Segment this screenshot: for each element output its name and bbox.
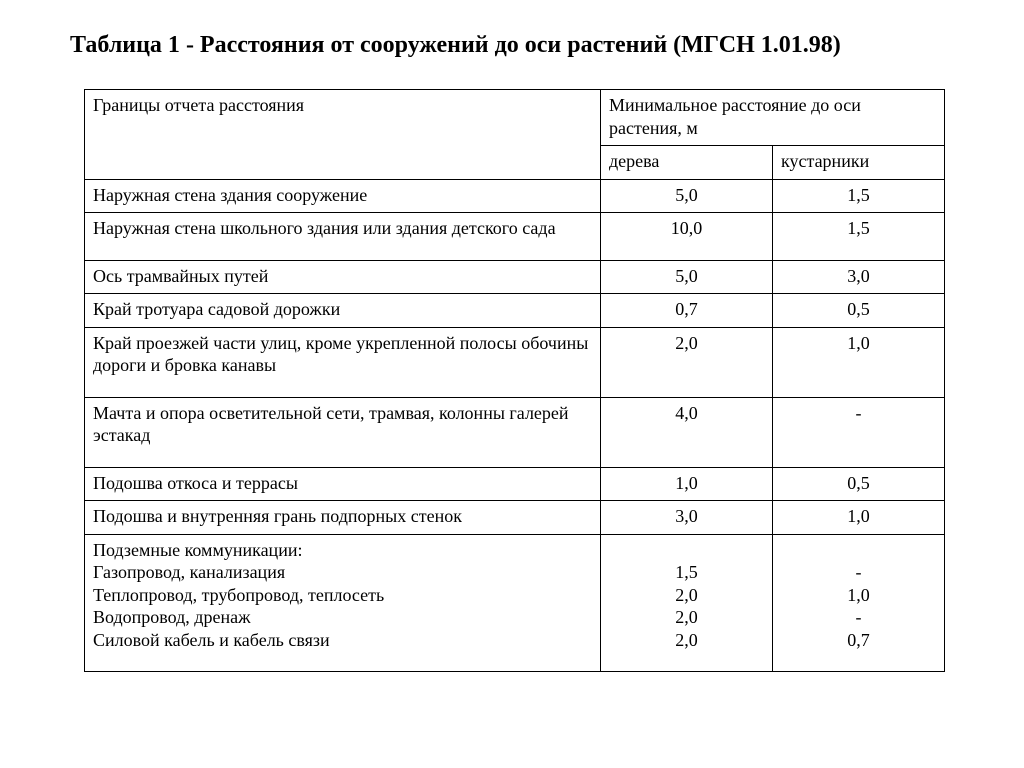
row-shrub-value: 1,5 bbox=[773, 213, 945, 261]
row-tree-value: 1,5 2,0 2,0 2,0 bbox=[601, 534, 773, 672]
row-tree-value: 0,7 bbox=[601, 294, 773, 328]
row-tree-value: 1,0 bbox=[601, 467, 773, 501]
row-tree-value: 3,0 bbox=[601, 501, 773, 535]
header-row-1: Границы отчета расстояния Минимальное ра… bbox=[85, 90, 945, 146]
table-row: Подземные коммуникации: Газопровод, кана… bbox=[85, 534, 945, 672]
row-shrub-value: 1,5 bbox=[773, 179, 945, 213]
row-tree-value: 2,0 bbox=[601, 327, 773, 397]
table-row: Мачта и опора осветительной сети, трамва… bbox=[85, 397, 945, 467]
row-shrub-value: - 1,0 - 0,7 bbox=[773, 534, 945, 672]
page-title: Таблица 1 - Расстояния от сооружений до … bbox=[70, 32, 964, 59]
row-tree-value: 5,0 bbox=[601, 179, 773, 213]
title-rest: - Расстояния от сооружений до оси растен… bbox=[180, 32, 841, 58]
row-label: Мачта и опора осветительной сети, трамва… bbox=[85, 397, 601, 467]
table-row: Ось трамвайных путей5,03,0 bbox=[85, 260, 945, 294]
header-col1: Границы отчета расстояния bbox=[85, 90, 601, 180]
row-label: Край тротуара садовой дорожки bbox=[85, 294, 601, 328]
row-tree-value: 10,0 bbox=[601, 213, 773, 261]
row-shrub-value: 1,0 bbox=[773, 501, 945, 535]
row-shrub-value: 3,0 bbox=[773, 260, 945, 294]
row-tree-value: 4,0 bbox=[601, 397, 773, 467]
table-row: Наружная стена школьного здания или здан… bbox=[85, 213, 945, 261]
distance-table: Границы отчета расстояния Минимальное ра… bbox=[84, 89, 945, 672]
table-row: Наружная стена здания сооружение5,01,5 bbox=[85, 179, 945, 213]
row-label: Наружная стена здания сооружение bbox=[85, 179, 601, 213]
header-col-group: Минимальное расстояние до оси растения, … bbox=[601, 90, 945, 146]
row-shrub-value: - bbox=[773, 397, 945, 467]
row-shrub-value: 0,5 bbox=[773, 467, 945, 501]
row-label: Подошва и внутренняя грань подпорных сте… bbox=[85, 501, 601, 535]
table-row: Подошва и внутренняя грань подпорных сте… bbox=[85, 501, 945, 535]
row-label: Ось трамвайных путей bbox=[85, 260, 601, 294]
row-shrub-value: 0,5 bbox=[773, 294, 945, 328]
row-shrub-value: 1,0 bbox=[773, 327, 945, 397]
row-label: Наружная стена школьного здания или здан… bbox=[85, 213, 601, 261]
table-row: Подошва откоса и террасы1,00,5 bbox=[85, 467, 945, 501]
table-body: Наружная стена здания сооружение5,01,5На… bbox=[85, 179, 945, 672]
header-sub-tree: дерева bbox=[601, 146, 773, 180]
row-label: Подземные коммуникации: Газопровод, кана… bbox=[85, 534, 601, 672]
row-tree-value: 5,0 bbox=[601, 260, 773, 294]
title-bold: Таблица 1 bbox=[70, 32, 180, 58]
table-row: Край тротуара садовой дорожки0,70,5 bbox=[85, 294, 945, 328]
table-row: Край проезжей части улиц, кроме укреплен… bbox=[85, 327, 945, 397]
row-label: Край проезжей части улиц, кроме укреплен… bbox=[85, 327, 601, 397]
header-sub-shrub: кустарники bbox=[773, 146, 945, 180]
row-label: Подошва откоса и террасы bbox=[85, 467, 601, 501]
